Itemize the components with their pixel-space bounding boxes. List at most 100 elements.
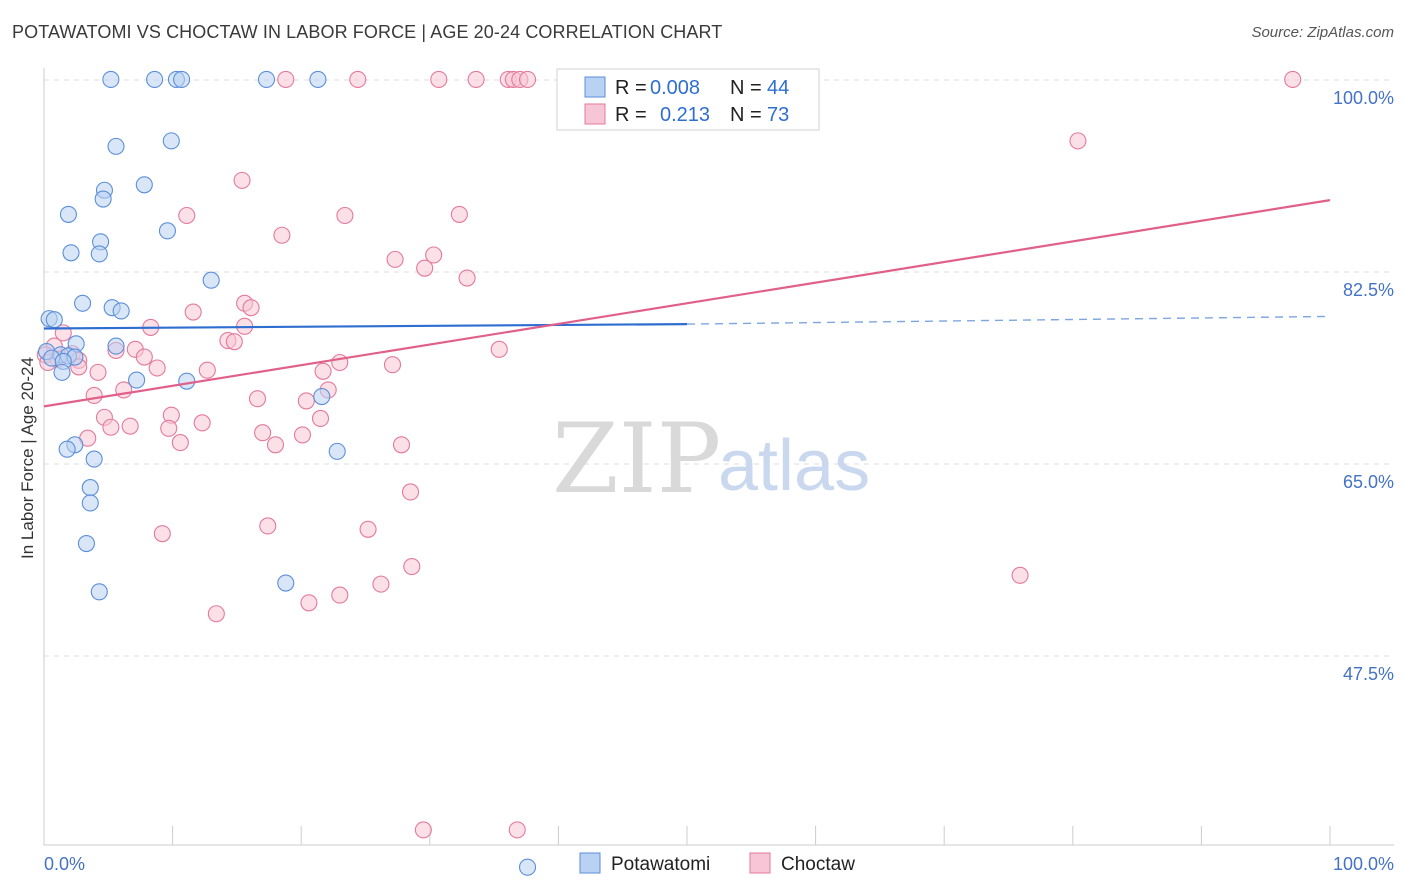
potawatomi-point — [53, 363, 71, 381]
y-tick-label: 47.5% — [1343, 664, 1394, 684]
y-tick-label: 65.0% — [1343, 472, 1394, 492]
choctaw-point — [349, 70, 367, 88]
choctaw-point — [372, 575, 390, 593]
potawatomi-point — [309, 70, 327, 88]
y-tick-labels: 47.5% 65.0% 82.5% 100.0% — [1333, 88, 1394, 684]
potawatomi-point — [112, 302, 130, 320]
y-tick-label: 82.5% — [1343, 280, 1394, 300]
x-tick-label-min: 0.0% — [44, 854, 85, 874]
potawatomi-point — [173, 70, 191, 88]
potawatomi-point — [128, 371, 146, 389]
choctaw-point — [242, 299, 260, 317]
potawatomi-point — [257, 70, 276, 88]
potawatomi-point — [94, 190, 112, 208]
source-label: Source: ZipAtlas.com — [1251, 24, 1394, 41]
choctaw-point — [336, 206, 354, 225]
stats-n-value-potawatomi: 44 — [767, 77, 789, 99]
potawatomi-point — [162, 132, 180, 150]
x-ticks — [172, 826, 1331, 845]
choctaw-point — [160, 419, 178, 437]
potawatomi-point — [85, 450, 103, 468]
choctaw-point — [425, 246, 443, 264]
choctaw-point — [85, 386, 103, 404]
potawatomi-point — [107, 337, 125, 355]
potawatomi-point — [146, 70, 164, 88]
potawatomi-point — [81, 479, 99, 497]
stats-r-value-potawatomi: 0.008 — [650, 77, 700, 99]
choctaw-point — [1011, 566, 1029, 584]
watermark-atlas: atlas — [718, 426, 870, 506]
choctaw-point — [171, 434, 189, 452]
choctaw-point — [450, 205, 468, 223]
choctaw-point — [386, 250, 404, 268]
potawatomi-point — [74, 294, 92, 312]
potawatomi-point — [107, 137, 125, 155]
y-tick-label: 100.0% — [1333, 88, 1394, 108]
choctaw-point — [331, 586, 349, 604]
stats-r-label-choctaw: R = — [615, 104, 647, 126]
potawatomi-point — [62, 244, 80, 262]
choctaw-point — [233, 171, 251, 189]
potawatomi-point — [178, 372, 196, 390]
choctaw-point — [331, 353, 349, 372]
choctaw-point — [207, 605, 225, 623]
choctaw-point — [401, 483, 420, 501]
choctaw-point — [314, 362, 332, 380]
potawatomi-point — [158, 222, 177, 240]
chart-title: POTAWATOMI VS CHOCTAW IN LABOR FORCE | A… — [12, 22, 723, 42]
choctaw-point — [102, 418, 120, 436]
x-tick-label-max: 100.0% — [1333, 854, 1394, 874]
choctaw-point — [178, 206, 196, 225]
stats-n-value-choctaw: 73 — [767, 104, 789, 126]
choctaw-point — [193, 414, 211, 432]
choctaw-point — [89, 363, 107, 381]
choctaw-point — [490, 340, 508, 358]
choctaw-point — [359, 520, 377, 538]
choctaw-point — [266, 436, 285, 454]
choctaw-point — [430, 70, 448, 88]
series-legend: Potawatomi Choctaw — [579, 852, 855, 875]
potawatomi-trend-extension — [686, 315, 1331, 325]
stats-swatch-potawatomi — [584, 76, 606, 98]
choctaw-point — [508, 821, 526, 839]
choctaw-point — [518, 70, 537, 88]
data-points — [36, 70, 1302, 876]
choctaw-point — [1284, 70, 1302, 88]
choctaw-point — [225, 333, 243, 351]
legend-label-potawatomi: Potawatomi — [611, 854, 710, 875]
choctaw-point — [198, 361, 216, 379]
watermark: ZIP atlas — [552, 403, 870, 515]
potawatomi-point — [81, 494, 99, 512]
potawatomi-point — [202, 271, 220, 289]
potawatomi-point — [518, 858, 537, 876]
choctaw-point — [153, 525, 171, 543]
choctaw-point — [403, 558, 421, 576]
choctaw-point — [121, 417, 139, 435]
choctaw-point — [1069, 132, 1087, 150]
potawatomi-point — [90, 245, 108, 263]
axes — [43, 68, 1394, 846]
choctaw-point — [392, 436, 411, 454]
potawatomi-point — [135, 176, 153, 194]
choctaw-point — [311, 409, 330, 428]
choctaw-point — [458, 269, 476, 287]
potawatomi-point — [45, 311, 63, 329]
choctaw-point — [184, 303, 202, 321]
choctaw-point — [277, 70, 295, 88]
choctaw-point — [273, 226, 291, 244]
x-tick-labels: 0.0% 100.0% — [44, 854, 1394, 874]
stats-legend-box: R = 0.008 N = 44 R = 0.213 N = 73 — [556, 68, 820, 131]
choctaw-point — [254, 424, 272, 442]
potawatomi-point — [313, 387, 331, 406]
choctaw-point — [300, 594, 318, 612]
choctaw-point — [248, 390, 267, 408]
potawatomi-point — [77, 534, 95, 553]
potawatomi-trend-line — [43, 323, 688, 330]
choctaw-point — [416, 259, 434, 277]
choctaw-point — [148, 359, 166, 377]
potawatomi-point — [90, 583, 108, 601]
choctaw-point — [135, 348, 153, 366]
choctaw-point — [259, 517, 277, 535]
potawatomi-point — [102, 70, 120, 88]
